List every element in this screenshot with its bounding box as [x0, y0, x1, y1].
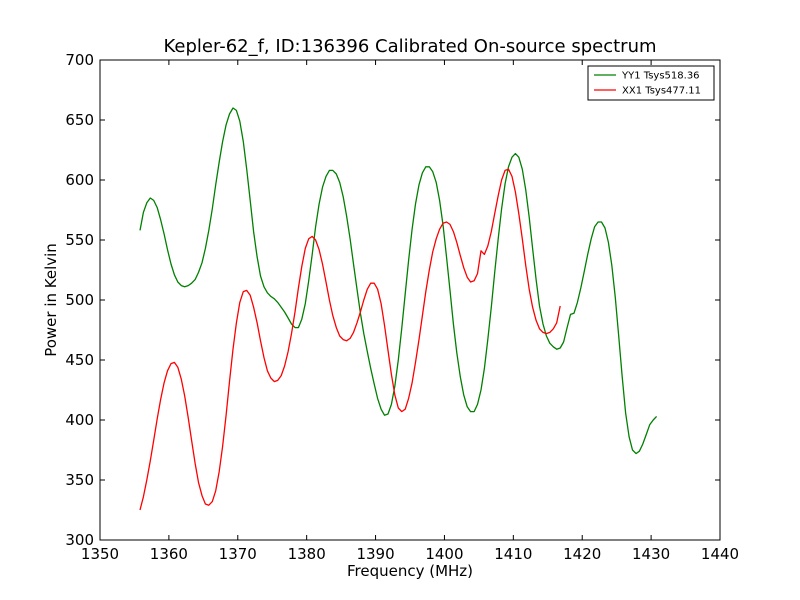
legend-box — [587, 65, 715, 101]
legend: YY1 Tsys518.36 XX1 Tsys477.11 — [587, 65, 715, 101]
y-axis-label: Power in Kelvin — [42, 243, 60, 357]
legend-label-xx1: XX1 Tsys477.11 — [622, 86, 701, 97]
y-tick-label: 300 — [65, 531, 94, 549]
y-tick-label: 500 — [65, 291, 94, 309]
x-tick-label: 1440 — [701, 545, 739, 563]
y-axis-ticks: 300 350 400 450 500 550 600 650 700 — [65, 51, 720, 549]
x-tick-label: 1430 — [632, 545, 670, 563]
series-line-xx1 — [139, 168, 561, 511]
y-tick-label: 450 — [65, 351, 94, 369]
legend-label-yy1: YY1 Tsys518.36 — [621, 71, 700, 82]
chart-title: Kepler-62_f, ID:136396 Calibrated On-sou… — [163, 36, 656, 57]
x-tick-label: 1370 — [219, 545, 257, 563]
x-axis-label: Frequency (MHz) — [347, 562, 473, 580]
y-tick-label: 700 — [65, 51, 94, 69]
x-tick-label: 1390 — [356, 545, 394, 563]
x-tick-label: 1420 — [563, 545, 601, 563]
plot-area: 1350 1360 1370 1380 1390 1400 1410 1420 1430 1440… — [65, 51, 739, 563]
series-layer — [139, 107, 658, 511]
x-tick-label: 1410 — [494, 545, 532, 563]
x-tick-label: 1400 — [425, 545, 463, 563]
x-tick-label: 1380 — [288, 545, 326, 563]
x-axis-ticks: 1350 1360 1370 1380 1390 1400 1410 1420 1430 1440 — [81, 60, 739, 563]
series-line-yy1 — [139, 107, 658, 455]
y-tick-label: 550 — [65, 231, 94, 249]
y-tick-label: 350 — [65, 471, 94, 489]
y-tick-label: 600 — [65, 171, 94, 189]
x-tick-label: 1350 — [81, 545, 119, 563]
y-tick-label: 400 — [65, 411, 94, 429]
y-tick-label: 650 — [65, 111, 94, 129]
x-tick-label: 1360 — [150, 545, 188, 563]
